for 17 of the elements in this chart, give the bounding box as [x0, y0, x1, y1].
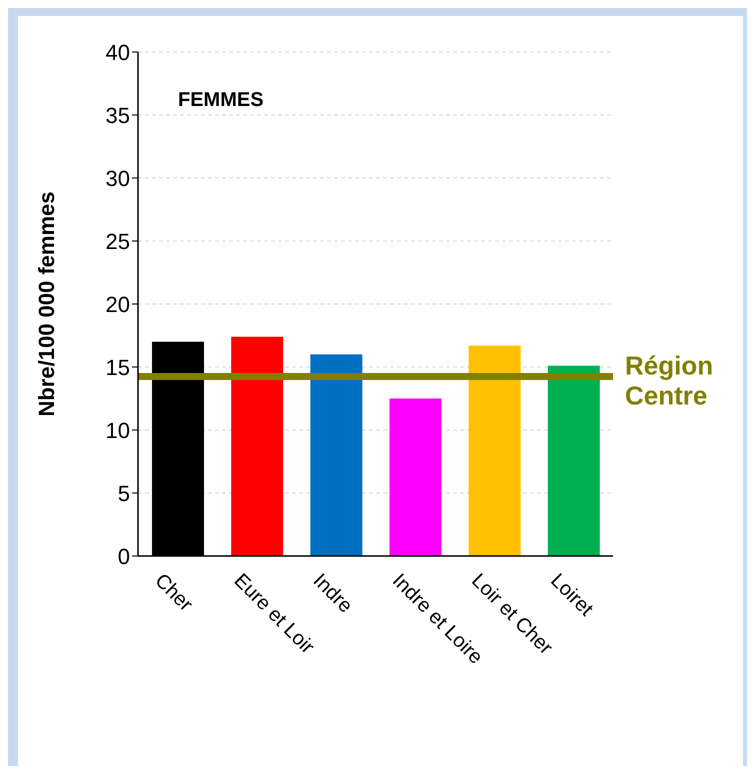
bar — [310, 354, 362, 556]
y-tick-label: 40 — [106, 40, 130, 65]
bar — [468, 346, 521, 556]
y-tick-label: 30 — [106, 166, 130, 191]
bar — [390, 398, 442, 556]
y-tick-label: 0 — [118, 544, 130, 569]
y-tick-label: 15 — [106, 354, 130, 380]
y-tick-label: 25 — [106, 228, 130, 254]
ref-line-label: Région Centre — [625, 350, 714, 410]
text: FEMMES — [178, 89, 264, 111]
bar — [548, 366, 600, 556]
y-tick-label: 35 — [106, 102, 130, 128]
bar — [231, 336, 284, 556]
y-tick-label: 10 — [106, 418, 130, 443]
y-axis-title: Nbre/100 000 femmes — [34, 191, 59, 417]
y-tick-label: 5 — [118, 480, 130, 506]
y-tick-label: 20 — [106, 292, 130, 317]
